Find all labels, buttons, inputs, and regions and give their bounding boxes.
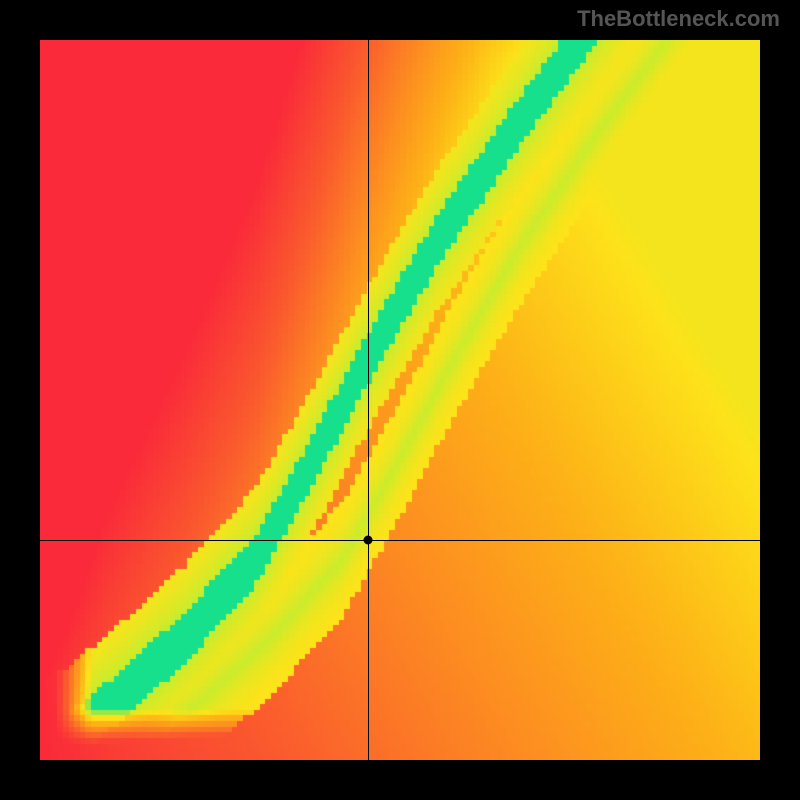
crosshair-horizontal	[40, 540, 760, 541]
crosshair-vertical	[368, 40, 369, 760]
bottleneck-heatmap	[40, 40, 760, 760]
heatmap-canvas	[40, 40, 760, 760]
watermark-text: TheBottleneck.com	[577, 6, 780, 32]
marker-dot	[363, 536, 372, 545]
